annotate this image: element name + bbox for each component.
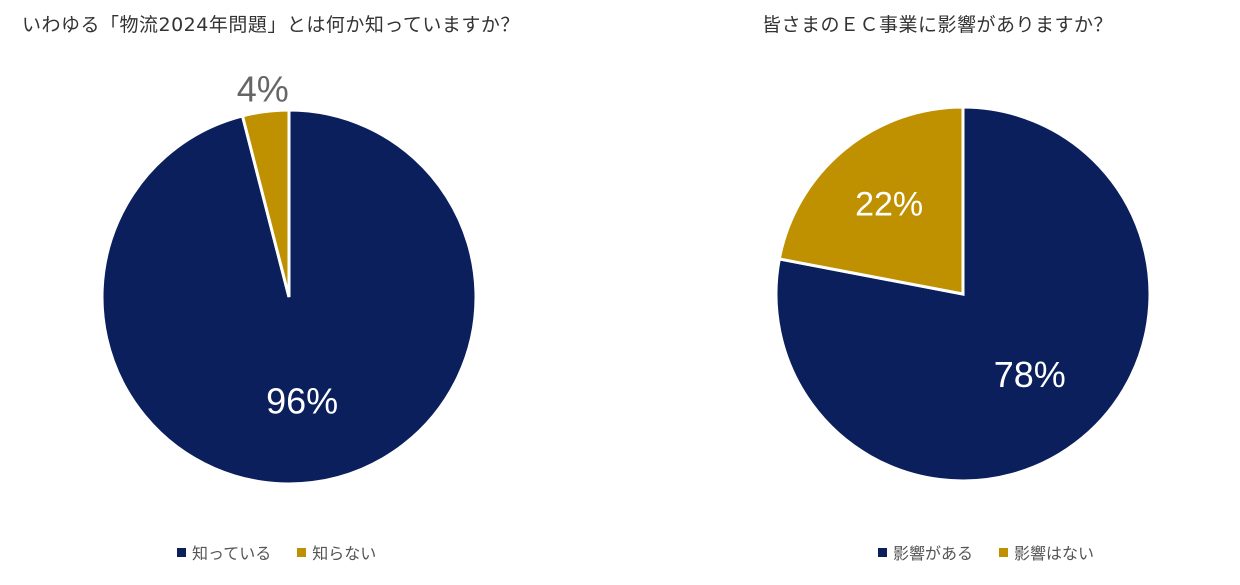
- legend-swatch: [878, 547, 887, 557]
- legend-item-known: 知っている: [177, 540, 271, 564]
- legend-label: 影響はない: [1014, 544, 1095, 563]
- legend-label: 知っている: [192, 544, 272, 563]
- pie-chart-right: 78% 22%: [774, 105, 1152, 483]
- legend-swatch: [297, 547, 307, 557]
- legend-label: 影響がある: [893, 544, 974, 563]
- chart-panel-right: 皆さまのＥＣ事業に影響がありますか？ 78% 22% 影響がある 影響はない: [620, 0, 1240, 585]
- pie-data-label: 78%: [994, 354, 1066, 395]
- chart-title: 皆さまのＥＣ事業に影響がありますか？: [762, 14, 1114, 36]
- legend: 影響がある 影響はない: [878, 540, 1120, 564]
- chart-panel-left: いわゆる「物流2024年問題」とは何か知っていますか？ 96% 4% 知っている …: [22, 14, 520, 564]
- legend: 知っている 知らない: [177, 540, 402, 564]
- chart-title: いわゆる「物流2024年問題」とは何か知っていますか？: [22, 14, 520, 36]
- pie-data-label: 22%: [855, 186, 923, 224]
- legend-swatch: [177, 547, 186, 557]
- legend-label: 知らない: [312, 544, 377, 563]
- legend-item-unknown: 知らない: [297, 540, 376, 564]
- legend-item-affected: 影響がある: [878, 540, 973, 564]
- legend-swatch: [999, 547, 1009, 557]
- pie-data-label: 4%: [237, 69, 289, 110]
- pie-data-label: 96%: [266, 380, 338, 421]
- legend-item-not-affected: 影響はない: [999, 540, 1094, 564]
- pie-slice-2: [777, 105, 965, 296]
- pie-slice-2: [240, 108, 291, 298]
- pie-chart-left: 96% 4%: [100, 69, 478, 486]
